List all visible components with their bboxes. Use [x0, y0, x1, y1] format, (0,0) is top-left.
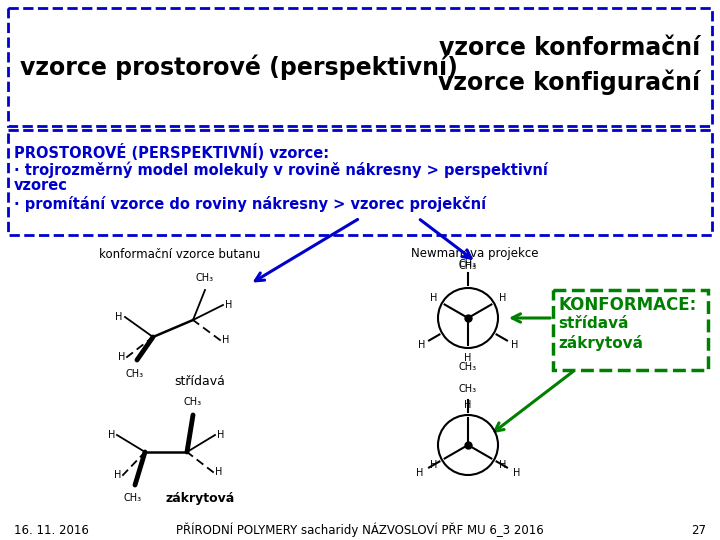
Text: H: H [430, 460, 437, 470]
Text: H: H [464, 353, 472, 363]
Text: PROSTOROVÉ (PERSPEKTIVNÍ) vzorce:: PROSTOROVÉ (PERSPEKTIVNÍ) vzorce: [14, 144, 329, 161]
Text: CH₃: CH₃ [196, 273, 214, 283]
Text: CH₃: CH₃ [459, 261, 477, 271]
Text: KONFORMACE:: KONFORMACE: [558, 296, 696, 314]
Text: H: H [222, 335, 230, 345]
Text: H: H [418, 340, 425, 350]
Text: střídavá: střídavá [558, 316, 629, 331]
Text: H: H [499, 460, 506, 470]
FancyBboxPatch shape [8, 8, 712, 126]
Text: střídavá: střídavá [174, 375, 225, 388]
Text: vzorce konformační: vzorce konformační [438, 36, 700, 60]
Text: H: H [117, 352, 125, 362]
Text: · trojrozměrný model molekuly v rovině nákresny > perspektivní: · trojrozměrný model molekuly v rovině n… [14, 162, 548, 179]
Text: CH₃: CH₃ [459, 384, 477, 394]
Text: H: H [107, 430, 115, 440]
Text: H: H [430, 293, 437, 303]
Text: konformační vzorce butanu: konformační vzorce butanu [99, 247, 261, 260]
Text: H: H [225, 300, 233, 310]
Text: zákrytová: zákrytová [166, 492, 235, 505]
Text: zákrytová: zákrytová [558, 335, 643, 351]
Text: CH₃: CH₃ [459, 362, 477, 372]
Text: H: H [217, 430, 225, 440]
Text: CH₃: CH₃ [184, 397, 202, 407]
Text: vzorec: vzorec [14, 178, 68, 193]
Text: CH₃: CH₃ [126, 369, 144, 379]
Text: CH₃: CH₃ [124, 493, 142, 503]
Text: H: H [499, 293, 506, 303]
Text: H: H [513, 468, 520, 478]
Text: H: H [114, 312, 122, 322]
Text: · promítání vzorce do roviny nákresny > vzorec projekční: · promítání vzorce do roviny nákresny > … [14, 196, 486, 212]
FancyBboxPatch shape [8, 130, 712, 235]
Text: 27: 27 [691, 523, 706, 537]
Text: vzorce konfigurační: vzorce konfigurační [438, 69, 700, 94]
Text: vzorce prostorové (perspektivní): vzorce prostorové (perspektivní) [20, 54, 458, 80]
Text: CH₃: CH₃ [459, 259, 477, 269]
Text: PŘÍRODNÍ POLYMERY sacharidy NÁZVOSLOVÍ PŘF MU 6_3 2016: PŘÍRODNÍ POLYMERY sacharidy NÁZVOSLOVÍ P… [176, 523, 544, 537]
Text: H: H [114, 470, 121, 480]
FancyBboxPatch shape [553, 290, 708, 370]
Text: H: H [416, 468, 423, 478]
Text: 16. 11. 2016: 16. 11. 2016 [14, 523, 89, 537]
Text: Newmanova projekce: Newmanova projekce [411, 247, 539, 260]
Text: H: H [464, 400, 472, 410]
Text: H: H [215, 467, 222, 477]
Text: H: H [511, 340, 518, 350]
